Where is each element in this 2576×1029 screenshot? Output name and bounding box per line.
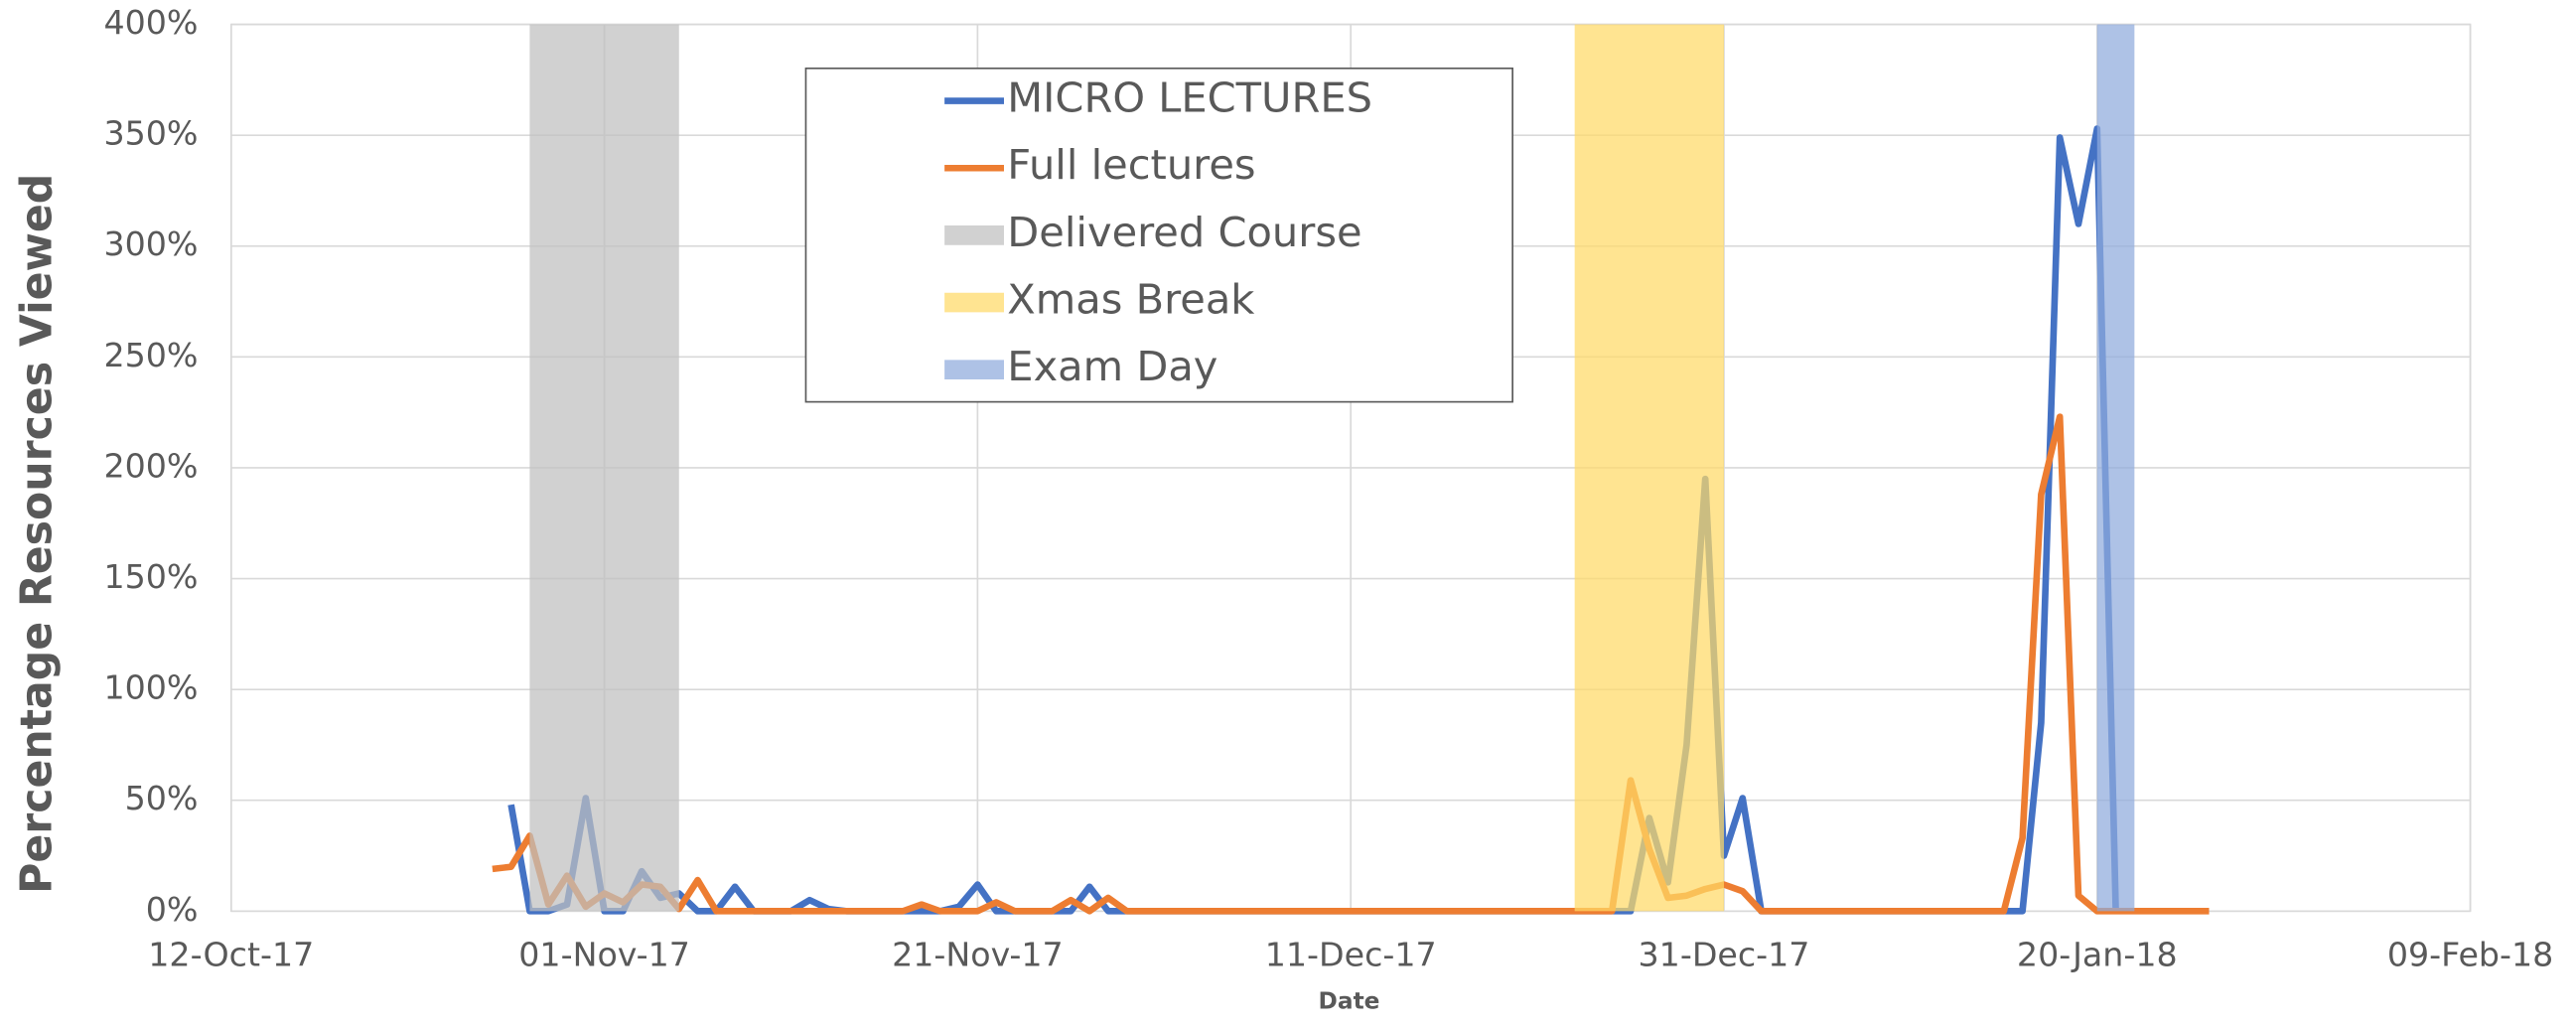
band: [1574, 24, 1724, 912]
legend-box: [804, 67, 1513, 403]
y-tick-label: 150%: [103, 557, 198, 596]
x-tick-label: 11-Dec-17: [1265, 936, 1437, 974]
x-tick-label: 20-Jan-18: [2017, 936, 2178, 974]
x-tick-label: 09-Feb-18: [2387, 936, 2553, 974]
x-tick-label: 21-Nov-17: [892, 936, 1064, 974]
y-tick-label: 250%: [103, 336, 198, 374]
band: [2096, 24, 2135, 912]
band: [529, 24, 679, 912]
y-tick-label: 0%: [146, 890, 199, 929]
legend-label: MICRO LECTURES: [1007, 74, 1372, 122]
legend-label: Full lectures: [1007, 141, 1255, 189]
x-axis-title: Date: [1319, 989, 1380, 1015]
data-line: [492, 413, 2210, 915]
y-tick-label: 100%: [103, 668, 198, 707]
x-tick-label: 31-Dec-17: [1639, 936, 1810, 974]
x-tick-label: 12-Oct-17: [148, 936, 314, 974]
y-tick-label: 400%: [103, 3, 198, 42]
legend-label: Exam Day: [1007, 343, 1217, 390]
legend-label: Xmas Break: [1007, 276, 1254, 324]
y-tick-label: 300%: [103, 224, 198, 263]
y-tick-label: 200%: [103, 447, 198, 486]
y-axis-title: Percentage Resources Viewed: [12, 174, 62, 894]
x-tick-label: 01-Nov-17: [518, 936, 690, 974]
y-tick-label: 50%: [125, 779, 199, 817]
legend-label: Delivered Course: [1007, 209, 1361, 256]
y-tick-label: 350%: [103, 114, 198, 153]
